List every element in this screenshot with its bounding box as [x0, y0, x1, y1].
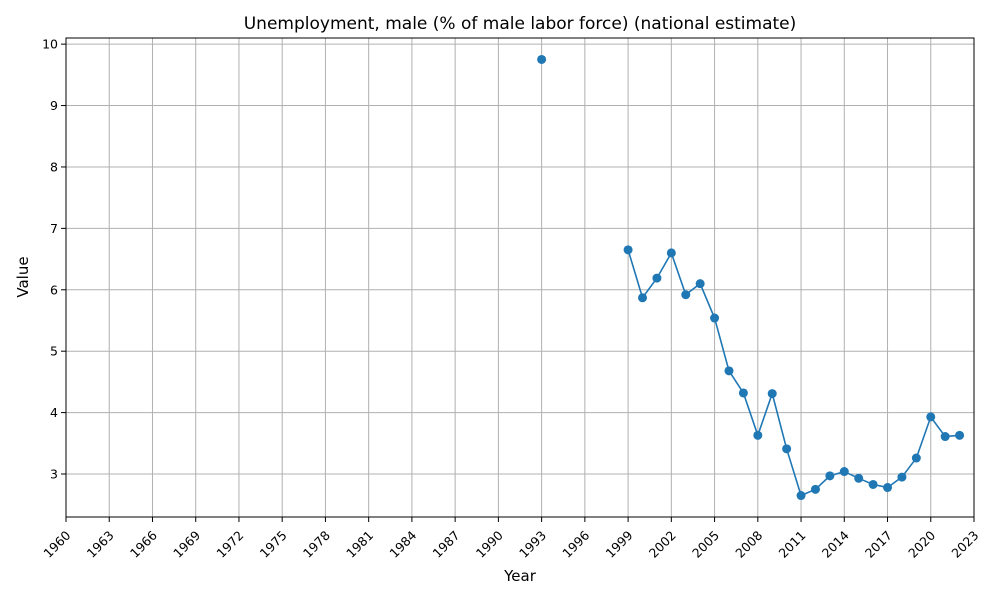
x-tick-label: 1981 — [343, 528, 376, 561]
data-point — [710, 313, 720, 323]
x-tick-label: 2008 — [732, 528, 765, 561]
x-tick-label: 2017 — [862, 528, 895, 561]
y-tick-label: 6 — [50, 282, 58, 297]
x-tick-label: 2005 — [689, 528, 722, 561]
data-point — [868, 479, 878, 489]
x-axis-label: Year — [503, 567, 537, 585]
x-tick-label: 1972 — [213, 528, 246, 561]
data-point — [537, 54, 547, 64]
data-point — [724, 366, 734, 376]
data-point — [782, 444, 792, 454]
y-tick-label: 4 — [50, 405, 58, 420]
data-point — [695, 279, 705, 289]
y-tick-label: 9 — [50, 98, 58, 113]
x-tick-label: 1963 — [84, 528, 117, 561]
data-point — [767, 389, 777, 399]
y-tick-label: 3 — [50, 467, 58, 482]
data-point — [825, 471, 835, 481]
chart-title: Unemployment, male (% of male labor forc… — [244, 14, 797, 34]
x-tick-label: 1987 — [430, 528, 463, 561]
x-tick-label: 1969 — [170, 528, 203, 561]
data-point — [839, 467, 849, 477]
x-tick-label: 1990 — [473, 528, 506, 561]
data-point — [753, 430, 763, 440]
y-tick-label: 8 — [50, 159, 58, 174]
x-tick-label: 2002 — [646, 528, 679, 561]
x-tick-label: 1999 — [603, 528, 636, 561]
data-point — [854, 473, 864, 483]
plot-frame — [65, 37, 975, 518]
data-point — [926, 412, 936, 422]
data-point — [955, 430, 965, 440]
x-tick-label: 2023 — [948, 528, 981, 561]
data-point — [940, 432, 950, 442]
grid-layer — [65, 38, 975, 517]
y-axis-label: Value — [14, 256, 32, 297]
x-tick-label: 1984 — [386, 528, 419, 561]
x-tick-label: 1960 — [40, 528, 73, 561]
x-tick-label: 1993 — [516, 528, 549, 561]
data-point — [738, 388, 748, 398]
y-tick-label: 7 — [50, 221, 58, 236]
data-point — [796, 491, 806, 501]
data-point — [623, 245, 633, 255]
data-point — [911, 453, 921, 463]
series-line — [627, 249, 960, 497]
data-point — [638, 293, 648, 303]
series-layer — [537, 54, 965, 501]
x-tick-label: 2020 — [905, 528, 938, 561]
data-point — [652, 273, 662, 283]
data-point — [681, 290, 691, 300]
y-tick-label: 10 — [42, 37, 58, 52]
data-point — [666, 248, 676, 258]
x-tick-label: 2014 — [819, 528, 852, 561]
data-point — [810, 484, 820, 494]
data-point — [897, 472, 907, 482]
x-tick-label: 1966 — [127, 528, 160, 561]
x-tick-label: 1996 — [559, 528, 592, 561]
x-tick-label: 1975 — [257, 528, 290, 561]
x-tick-label: 2011 — [775, 528, 808, 561]
x-tick-label: 1978 — [300, 528, 333, 561]
y-tick-label: 5 — [50, 344, 58, 359]
tick-layer: 1960 1963 1966 1969 1972 1975 1978 1981 1984 1987… — [40, 37, 981, 561]
data-point — [883, 483, 893, 493]
